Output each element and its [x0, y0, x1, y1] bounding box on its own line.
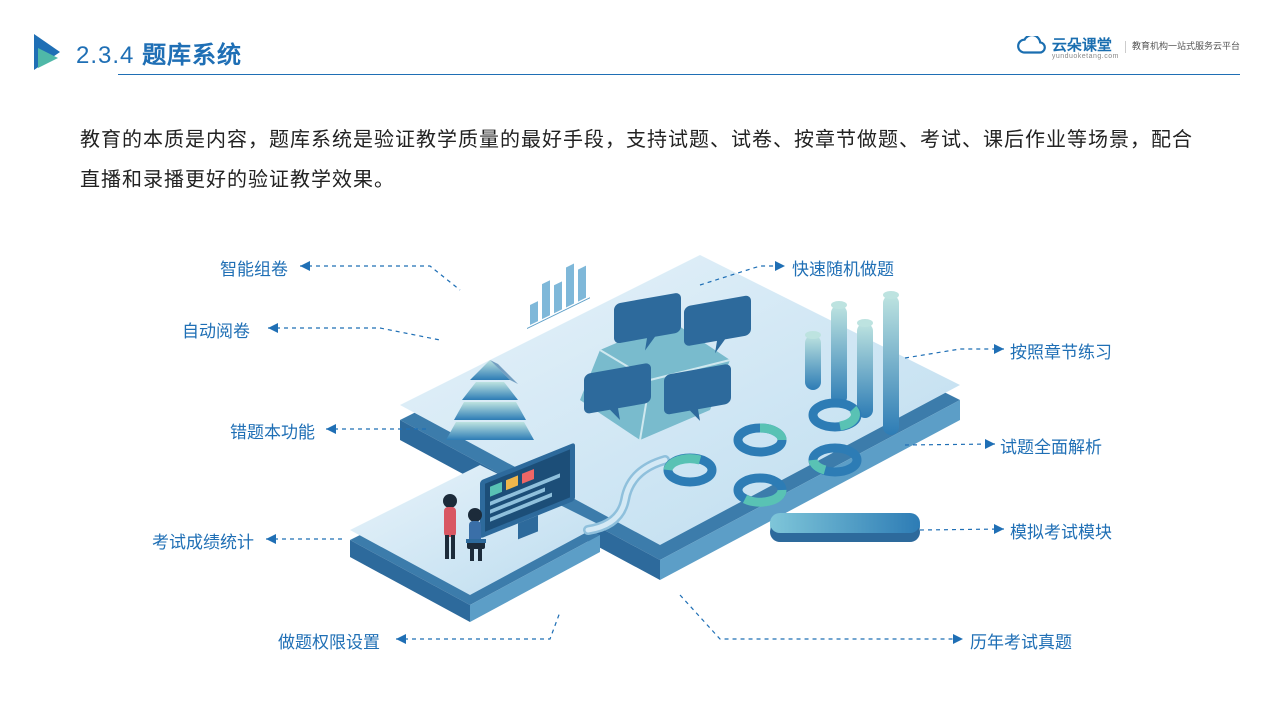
- feature-auto-grade: 自动阅卷: [182, 317, 250, 342]
- brand-logo: 云朵课堂 yunduoketang.com 教育机构一站式服务云平台: [1016, 34, 1240, 60]
- feature-permission: 做题权限设置: [278, 628, 380, 653]
- feature-score-stats: 考试成绩统计: [152, 528, 254, 553]
- logo-subtext: yunduoketang.com: [1052, 53, 1119, 60]
- pill-button-icon: [770, 513, 920, 542]
- section-description: 教育的本质是内容，题库系统是验证教学质量的最好手段，支持试题、试卷、按章节做题、…: [80, 120, 1200, 200]
- title-underline: [118, 74, 1240, 75]
- logo-tagline: 教育机构一站式服务云平台: [1125, 41, 1240, 53]
- feature-smart-paper: 智能组卷: [220, 255, 288, 280]
- cloud-icon: [1016, 36, 1046, 58]
- section-title: 2.3.4 题库系统: [76, 35, 242, 70]
- feature-mock-exam: 模拟考试模块: [1010, 518, 1112, 543]
- feature-wrongbook: 错题本功能: [230, 418, 315, 443]
- play-triangle-icon: [34, 34, 62, 70]
- feature-past-exam: 历年考试真题: [970, 628, 1072, 653]
- feature-chapter: 按照章节练习: [1010, 338, 1112, 363]
- feature-analysis: 试题全面解析: [1000, 433, 1102, 458]
- feature-random-quiz: 快速随机做题: [792, 255, 894, 280]
- section-title-block: 2.3.4 题库系统: [34, 34, 242, 70]
- feature-diagram: 智能组卷 自动阅卷 错题本功能 考试成绩统计 做题权限设置 快速随机做题 按照章…: [0, 230, 1280, 690]
- logo-text: 云朵课堂: [1052, 34, 1119, 55]
